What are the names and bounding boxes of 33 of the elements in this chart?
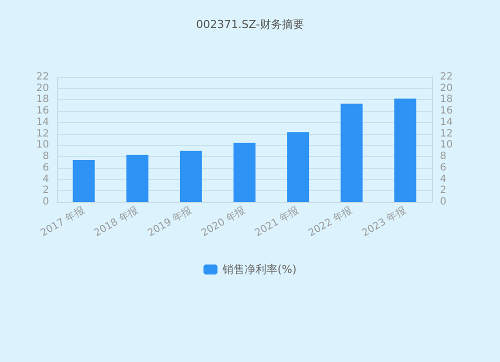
y2-tick-label: 18 [440, 94, 453, 106]
y2-tick-label: 0 [440, 196, 446, 208]
y2-tick-label: 8 [440, 151, 446, 162]
y-tick-label: 14 [36, 116, 49, 128]
y2-tick-label: 14 [440, 116, 453, 128]
y-tick-label: 0 [42, 196, 49, 208]
y-tick-label: 4 [42, 174, 49, 185]
bar [72, 160, 95, 202]
bar [234, 142, 256, 202]
bar [180, 150, 202, 202]
y2-tick-label: 12 [440, 128, 453, 140]
y-tick-label: 10 [36, 140, 49, 151]
y2-tick-label: 22 [440, 72, 453, 82]
y2-tick-label: 16 [440, 106, 453, 117]
bar [394, 98, 416, 202]
y-tick-label: 12 [36, 128, 49, 140]
y2-tick-label: 20 [440, 82, 453, 94]
y2-tick-label: 6 [440, 162, 446, 174]
y-tick-label: 16 [36, 106, 49, 117]
bar [126, 154, 148, 202]
chart-title: 002371.SZ-财务摘要 [196, 18, 304, 31]
legend-label: 销售净利率(%) [221, 263, 297, 276]
bar [287, 132, 310, 202]
y-tick-label: 6 [42, 162, 49, 174]
y2-tick-label: 2 [440, 185, 446, 196]
y-tick-label: 22 [36, 72, 49, 82]
y-tick-label: 20 [36, 82, 49, 94]
y-tick-label: 18 [36, 94, 49, 106]
y2-tick-label: 10 [440, 140, 453, 151]
bar [340, 104, 363, 202]
y2-tick-label: 4 [440, 174, 446, 185]
y-tick-label: 8 [42, 151, 49, 162]
y-tick-label: 2 [42, 185, 49, 196]
